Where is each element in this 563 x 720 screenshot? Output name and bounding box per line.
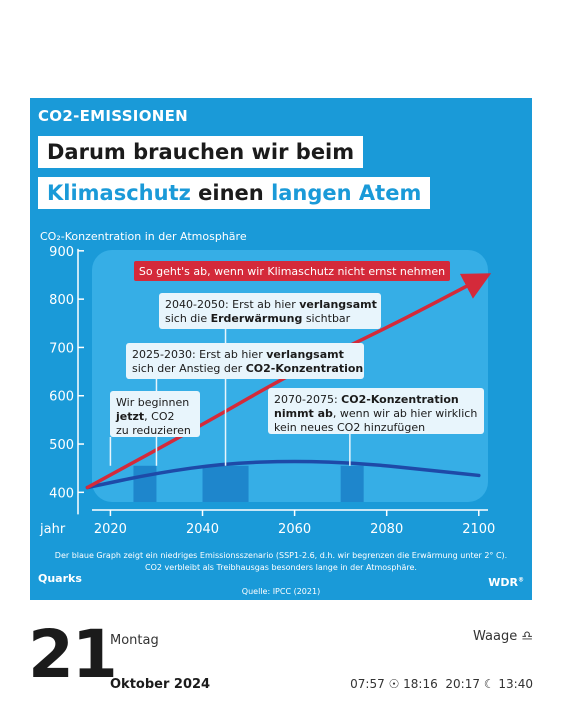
- sunset-time: 18:16: [403, 677, 438, 691]
- zodiac-sign: Waage ♎: [473, 629, 533, 644]
- annotation-part-3-1: jetzt: [115, 410, 144, 423]
- annotation-part-1-1: verlangsamt: [299, 298, 377, 311]
- x-tick-label-2060: 2060: [278, 522, 311, 537]
- headline-word-langen-atem: langen Atem: [271, 181, 422, 205]
- low-emission-series-line: [85, 459, 481, 490]
- sun-moon-times: 07:57 ☉ 18:16 20:17 ☾ 13:40: [350, 677, 533, 691]
- annotation-part-2-1: verlangsamt: [266, 348, 344, 361]
- source-label: Quelle: IPCC (2021): [241, 587, 321, 596]
- annotation-red-text: So geht's ab, wenn wir Klimaschutz nicht…: [139, 265, 445, 278]
- annotation-text-1-0: 2040-2050: Erst ab hier verlangsamt: [165, 298, 377, 311]
- annotation-text-2-0: 2025-2030: Erst ab hier verlangsamt: [132, 348, 344, 361]
- annotation-part-2-2: sich der Anstieg der: [132, 362, 246, 375]
- x-tick-label-2080: 2080: [370, 522, 403, 537]
- moonset-time: 13:40: [498, 677, 533, 691]
- annotation-part-2-3: CO2-Konzentration: [246, 362, 364, 375]
- sunrise-time: 07:57: [350, 677, 385, 691]
- y-tick-label-800: 800: [49, 293, 74, 308]
- annotation-text-3-2: zu reduzieren: [116, 424, 191, 437]
- headline-word-einen: einen: [190, 181, 272, 205]
- wdr-logo: WDR®: [488, 576, 524, 589]
- calendar-weekday: Montag: [110, 633, 159, 648]
- annotation-box-bg-2: [126, 343, 364, 379]
- moonrise-time: 20:17: [445, 677, 480, 691]
- infographic-card: CO2-EMISSIONEN Darum brauchen wir beim K…: [30, 98, 532, 600]
- annotation-box-bg-3: [110, 391, 200, 437]
- calendar-month: Oktober 2024: [110, 677, 211, 692]
- headline-line-1: Darum brauchen wir beim: [38, 136, 364, 168]
- annotation-part-4-4: kein neues CO2 hinzufügen: [274, 421, 425, 434]
- sun-icon: ☉: [388, 677, 400, 691]
- x-tick-label-2020: 2020: [94, 522, 127, 537]
- footnote-line-1: Der blaue Graph zeigt ein niedriges Emis…: [54, 551, 508, 560]
- headline-word-klimaschutz: Klimaschutz: [47, 181, 191, 205]
- kicker: CO2-EMISSIONEN: [38, 107, 188, 125]
- annotation-text-4-0: 2070-2075: CO2-Konzentration: [274, 393, 459, 406]
- x-axis-label: jahr: [39, 522, 66, 537]
- y-tick-label-400: 400: [49, 486, 74, 501]
- annotation-text-3-0: Wir beginnen: [116, 396, 189, 409]
- y-tick-label-900: 900: [49, 245, 74, 260]
- annotation-box-bg-1: [159, 293, 381, 329]
- annotation-box-2: 2025-2030: Erst ab hier verlangsamtsich …: [126, 343, 364, 466]
- annotation-text-3-1: jetzt, CO2: [115, 410, 175, 423]
- annotation-part-4-3: , wenn wir ab hier wirklich: [333, 407, 477, 420]
- annotation-box-bg-4: [268, 388, 484, 434]
- annotation-part-3-3: zu reduzieren: [116, 424, 191, 437]
- annotation-part-1-3: Erderwärmung: [211, 312, 303, 325]
- x-tick-label-2100: 2100: [462, 522, 495, 537]
- quarks-logo: Quarks: [38, 572, 82, 585]
- headline-line-2: Klimaschutz einen langen Atem: [38, 177, 431, 209]
- annotation-part-4-0: 2070-2075:: [274, 393, 341, 406]
- annotation-text-1-1: sich die Erderwärmung sichtbar: [165, 312, 351, 325]
- high-emission-series-arrow: [85, 273, 492, 490]
- annotation-text-4-2: kein neues CO2 hinzufügen: [274, 421, 425, 434]
- footnote-line-2: CO2 verbleibt als Treibhausgas besonders…: [145, 563, 417, 572]
- annotation-part-1-4: sichtbar: [302, 312, 350, 325]
- annotation-red-box: [134, 261, 450, 281]
- highlight-period-2: [340, 465, 364, 502]
- annotation-box-1: 2040-2050: Erst ab hier verlangsamtsich …: [159, 293, 381, 466]
- y-tick-label-700: 700: [49, 341, 74, 356]
- libra-icon: ♎: [521, 629, 533, 644]
- highlight-period-1: [202, 465, 249, 502]
- moon-icon: ☾: [483, 677, 495, 691]
- zodiac-label: Waage: [472, 629, 518, 644]
- calendar-day: 21: [28, 616, 118, 693]
- co2-chart: CO₂-Konzentration in der Atmosphäre 400 50…: [39, 230, 495, 537]
- annotation-part-3-0: Wir beginnen: [116, 396, 189, 409]
- annotation-part-4-2: nimmt ab: [274, 407, 333, 420]
- annotation-part-1-2: sich die: [165, 312, 211, 325]
- y-tick-label-600: 600: [49, 390, 74, 405]
- x-tick-label-2040: 2040: [186, 522, 219, 537]
- annotation-text-2-1: sich der Anstieg der CO2-Konzentration: [132, 362, 363, 375]
- annotation-part-3-2: , CO2: [144, 410, 174, 423]
- annotation-part-4-1: CO2-Konzentration: [341, 393, 459, 406]
- annotation-red: So geht's ab, wenn wir Klimaschutz nicht…: [134, 261, 450, 281]
- annotation-text-4-1: nimmt ab, wenn wir ab hier wirklich: [274, 407, 477, 420]
- chart-title: CO₂-Konzentration in der Atmosphäre: [40, 230, 247, 243]
- y-tick-label-500: 500: [49, 438, 74, 453]
- annotation-part-2-0: 2025-2030: Erst ab hier: [132, 348, 266, 361]
- highlight-period-0: [133, 465, 157, 502]
- annotation-part-1-0: 2040-2050: Erst ab hier: [165, 298, 299, 311]
